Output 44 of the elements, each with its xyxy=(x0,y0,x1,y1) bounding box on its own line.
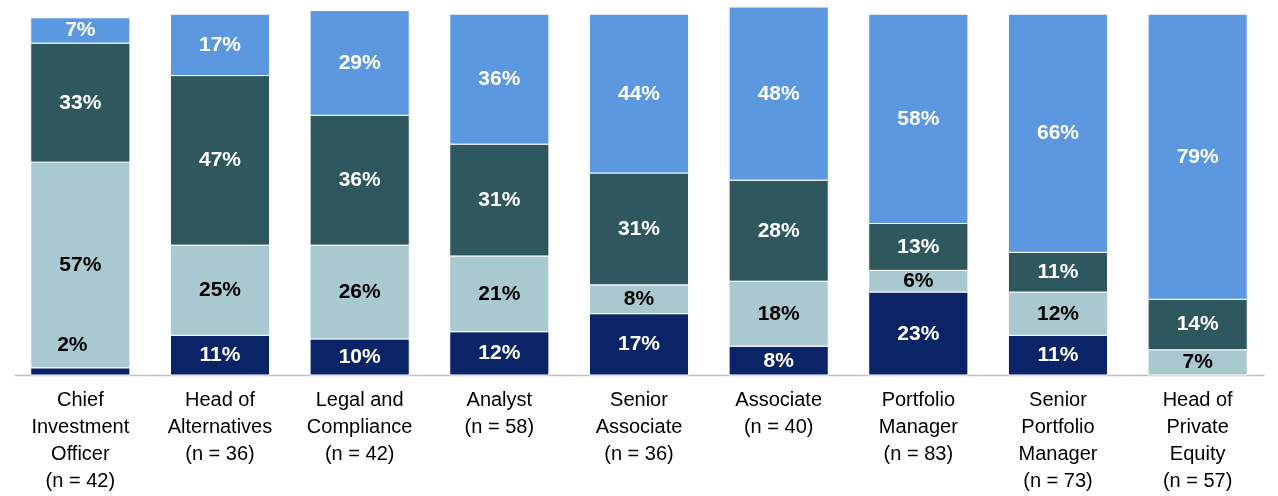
data-label: 66% xyxy=(1036,120,1080,144)
x-tick-label: Analyst (n = 58) xyxy=(464,387,535,437)
data-label: 17% xyxy=(198,31,242,55)
x-tick-label: Head of Alternatives (n = 36) xyxy=(167,387,273,464)
data-label: 8% xyxy=(763,347,795,371)
data-label: 11% xyxy=(1037,259,1079,283)
x-tick-label: Portfolio Manager (n = 83) xyxy=(878,387,959,464)
data-label: 7% xyxy=(65,17,96,41)
data-label: 48% xyxy=(757,80,801,104)
data-label: 7% xyxy=(1182,349,1214,373)
data-label: 36% xyxy=(478,66,521,90)
data-label: 36% xyxy=(338,167,382,191)
x-tick-label: Legal and Compliance (n = 42) xyxy=(306,387,413,464)
data-label: 79% xyxy=(1176,143,1219,167)
data-label: 29% xyxy=(338,49,382,73)
x-tick-label: Senior Portfolio Manager (n = 73) xyxy=(1018,387,1098,491)
data-label: 11% xyxy=(199,342,241,366)
data-label: 44% xyxy=(617,80,661,104)
data-label: 21% xyxy=(478,280,521,304)
data-label: 28% xyxy=(757,217,801,241)
data-label: 47% xyxy=(198,147,242,171)
data-label: 14% xyxy=(1176,311,1219,335)
data-label: 57% xyxy=(59,251,102,275)
data-label: 8% xyxy=(623,286,655,310)
data-label: 10% xyxy=(338,343,382,367)
data-label: 13% xyxy=(897,233,940,257)
data-label: 31% xyxy=(617,215,661,239)
data-label: 2% xyxy=(57,332,88,356)
data-label: 58% xyxy=(897,105,940,129)
data-label: 25% xyxy=(198,277,242,301)
data-label: 11% xyxy=(1037,342,1079,366)
data-label: 17% xyxy=(617,331,661,355)
data-label: 18% xyxy=(757,300,801,324)
data-label: 26% xyxy=(338,279,382,303)
data-label: 12% xyxy=(1036,300,1080,324)
x-tick-label: Associate (n = 40) xyxy=(735,387,823,437)
data-label: 6% xyxy=(903,268,934,292)
data-label: 12% xyxy=(478,340,521,364)
data-label: 23% xyxy=(897,320,940,344)
data-label: 31% xyxy=(478,187,521,211)
x-tick-label: Chief Investment Officer (n = 42) xyxy=(31,387,130,491)
x-tick-label: Head of Private Equity (n = 57) xyxy=(1162,387,1234,491)
x-tick-label: Senior Associate (n = 36) xyxy=(595,387,683,464)
data-label: 33% xyxy=(59,89,102,113)
